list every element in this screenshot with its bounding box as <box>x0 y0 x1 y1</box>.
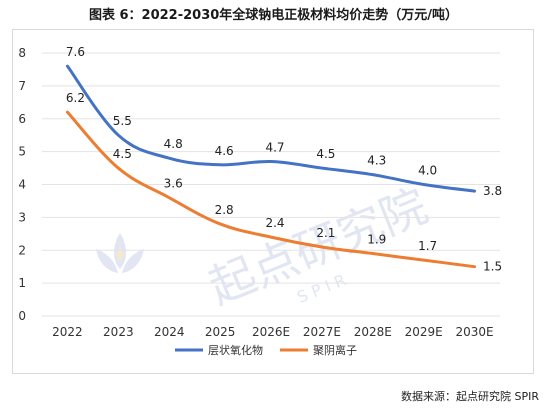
x-tick-label: 2028E <box>354 325 392 339</box>
data-label: 2.8 <box>215 203 234 217</box>
x-tick-label: 2025 <box>205 325 236 339</box>
y-tick-label: 5 <box>18 145 26 159</box>
data-label: 4.5 <box>316 147 335 161</box>
chart-title: 图表 6：2022-2030年全球钠电正极材料均价走势（万元/吨） <box>88 8 459 23</box>
y-axis: 0 1 2 3 4 5 6 7 8 <box>18 46 26 323</box>
data-labels: 7.6 5.5 4.8 4.6 4.7 4.5 4.3 4.0 3.8 6.2 4.5 3.6 2.8 2… <box>66 45 502 274</box>
y-tick-label: 6 <box>18 112 26 126</box>
chart-frame <box>12 29 534 374</box>
data-label: 4.6 <box>215 144 234 158</box>
x-axis: 2022 2023 2024 2025 2026E 2027E 2028E 2029E 2030… <box>52 325 493 339</box>
x-tick-label: 2022 <box>52 325 83 339</box>
data-label: 4.0 <box>418 164 437 178</box>
series-line-1 <box>65 64 477 193</box>
x-tick-label: 2027E <box>303 325 341 339</box>
legend-label: 聚阴离子 <box>313 343 357 357</box>
x-tick-label: 2030E <box>455 325 493 339</box>
y-tick-label: 0 <box>18 309 26 323</box>
y-tick-label: 2 <box>18 243 26 257</box>
data-label: 6.2 <box>66 91 85 105</box>
y-tick-label: 4 <box>18 178 26 192</box>
gridlines <box>42 52 500 317</box>
y-tick-label: 1 <box>18 276 26 290</box>
y-tick-label: 3 <box>18 210 26 224</box>
data-label: 1.7 <box>418 239 437 253</box>
x-tick-label: 2024 <box>154 325 185 339</box>
source-note: 数据来源：起点研究院 SPIR <box>401 390 539 403</box>
x-tick-label: 2026E <box>252 325 290 339</box>
data-label: 5.5 <box>113 114 132 128</box>
data-label: 4.7 <box>265 140 284 154</box>
x-tick-label: 2029E <box>405 325 443 339</box>
y-tick-label: 7 <box>18 79 26 93</box>
data-label: 4.8 <box>164 137 183 151</box>
x-tick-label: 2023 <box>103 325 134 339</box>
data-label: 7.6 <box>66 45 85 59</box>
data-label: 3.8 <box>483 184 502 198</box>
data-label: 1.5 <box>483 260 502 274</box>
data-label: 3.6 <box>164 177 183 191</box>
series <box>65 64 477 269</box>
data-label: 2.1 <box>316 226 335 240</box>
legend-label: 层状氧化物 <box>208 343 263 357</box>
data-label: 4.3 <box>367 154 386 168</box>
series-line-2 <box>65 110 477 269</box>
legend: 层状氧化物 聚阴离子 <box>175 343 357 357</box>
data-label: 1.9 <box>367 233 386 247</box>
y-tick-label: 8 <box>18 46 26 60</box>
watermark-logo <box>96 233 144 273</box>
data-label: 2.4 <box>265 216 284 230</box>
data-label: 4.5 <box>113 147 132 161</box>
